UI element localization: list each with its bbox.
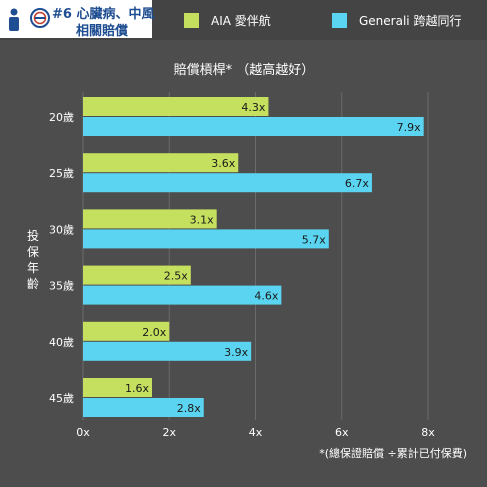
category-label: 45歲 — [49, 391, 74, 405]
bar-value-label: 3.6x — [211, 157, 235, 170]
bars: 4.3x 7.9x 3.6x 6.7x 3.1x 5.7x 2.5x 4.6x 2.0x 3.9x… — [83, 97, 424, 417]
person-icon — [9, 8, 19, 31]
y-axis-label: 投保年齡 — [27, 228, 39, 291]
chart-title: 賠償槓桿* （越高越好） — [174, 62, 315, 78]
legend-item-generali: Generali 跨越同行 — [332, 11, 461, 29]
category-label: 35歲 — [49, 279, 74, 293]
grid-lines — [82, 92, 429, 420]
bar-value-label: 2.0x — [142, 326, 166, 339]
bar-generali — [83, 341, 252, 361]
category-label: 20歲 — [49, 110, 74, 124]
bar-generali — [83, 285, 282, 305]
bar-value-label: 7.9x — [397, 121, 421, 134]
legend-item-aia: AIA 愛伴航 — [184, 11, 271, 29]
x-tick-label: 0x — [76, 426, 90, 439]
bar-value-label: 2.8x — [177, 402, 201, 415]
footnote: *(總保證賠償 ÷累計已付保費) — [319, 446, 467, 460]
legend-label-generali: Generali 跨越同行 — [359, 13, 462, 28]
y-axis-title: 投保年齡 — [27, 228, 39, 291]
bar-value-label: 5.7x — [302, 233, 326, 246]
legend-swatch-aia — [184, 12, 199, 28]
x-tick-label: 2x — [162, 426, 176, 439]
bar-generali — [83, 173, 372, 193]
x-tick-label: 4x — [249, 426, 263, 439]
badge-title: #6 心臟病、中風 — [52, 7, 155, 22]
bar-value-label: 4.6x — [254, 290, 278, 303]
category-labels: 20歲 25歲 30歲 35歲 40歲 45歲 — [49, 110, 74, 405]
bar-aia — [83, 378, 152, 397]
category-label: 30歲 — [49, 222, 74, 236]
bar-aia — [83, 265, 191, 285]
legend-swatch-generali — [332, 12, 347, 28]
badge-subtitle: 相關賠償 — [75, 24, 128, 39]
bar-value-label: 4.3x — [241, 101, 265, 114]
bar-value-label: 2.5x — [164, 270, 188, 283]
bar-generali — [83, 398, 204, 417]
x-tick-label: 6x — [335, 426, 349, 439]
header-bar: #6 心臟病、中風 相關賠償 AIA 愛伴航 Generali 跨越同行 — [0, 0, 487, 40]
bar-generali — [83, 229, 329, 249]
x-tick-label: 8x — [421, 426, 435, 439]
bar-aia — [83, 153, 239, 173]
bar-aia — [83, 209, 217, 229]
bar-value-label: 1.6x — [125, 382, 149, 395]
section-badge: #6 心臟病、中風 相關賠償 — [0, 0, 155, 39]
category-label: 40歲 — [49, 335, 74, 349]
x-axis-ticks: 0x 2x 4x 6x 8x — [76, 426, 435, 439]
bar-aia — [83, 321, 170, 341]
bar-value-label: 3.9x — [224, 346, 248, 359]
category-label: 25歲 — [49, 166, 74, 180]
bar-value-label: 3.1x — [190, 213, 214, 226]
bar-aia — [83, 97, 269, 116]
bar-value-label: 6.7x — [345, 177, 369, 190]
bar-generali — [83, 117, 424, 136]
legend-label-aia: AIA 愛伴航 — [211, 13, 271, 28]
seal-icon — [30, 8, 50, 28]
